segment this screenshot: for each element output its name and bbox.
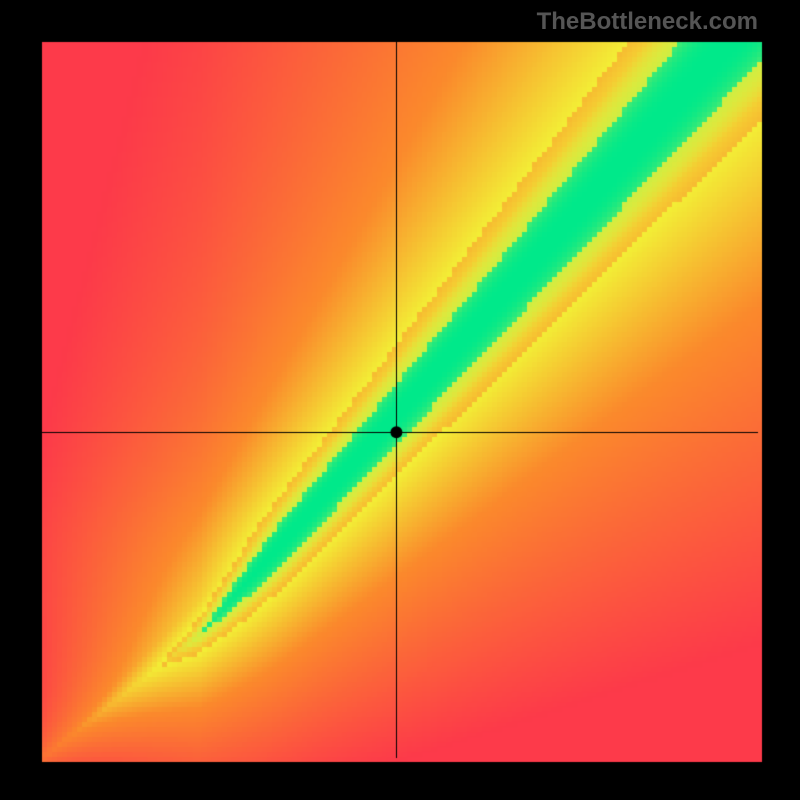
watermark-text: TheBottleneck.com xyxy=(537,8,758,36)
bottleneck-heatmap xyxy=(0,0,800,800)
